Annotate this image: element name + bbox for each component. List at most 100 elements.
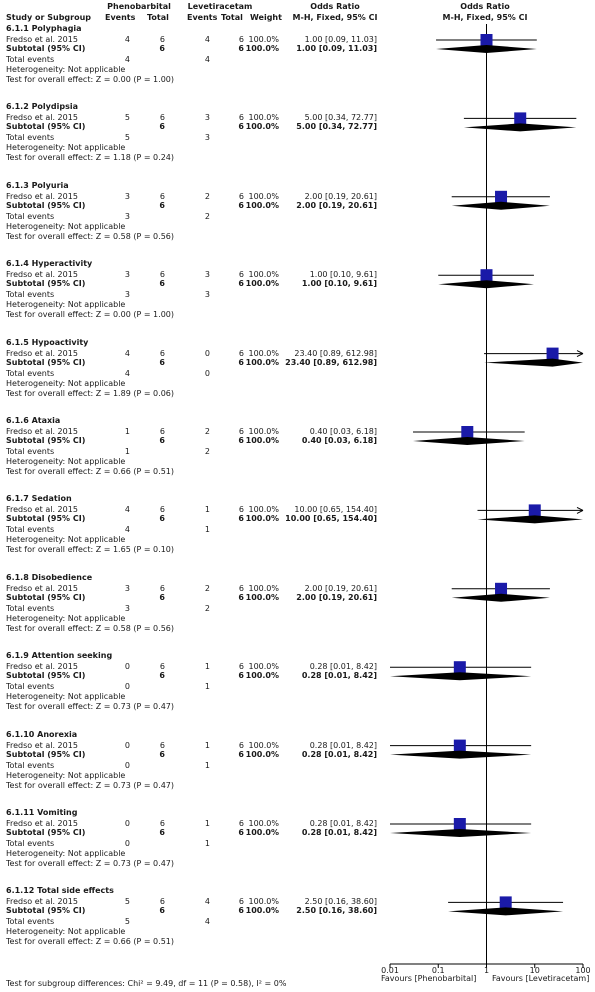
study-e1: 3 bbox=[124, 583, 130, 593]
overall-effect-test: Test for overall effect: Z = 0.00 (P = 1… bbox=[6, 75, 174, 84]
total-events-group1: 0 bbox=[124, 839, 130, 848]
total-events-group2: 1 bbox=[204, 839, 210, 848]
study-t2: 6 bbox=[238, 583, 244, 593]
subtotal-diamond bbox=[436, 45, 537, 53]
subgroup-title: 6.1.4 Hyperactivity bbox=[6, 259, 93, 269]
total-events-group1: 5 bbox=[124, 133, 130, 143]
x-tick-label: 100 bbox=[575, 966, 591, 975]
total2-header: Total bbox=[221, 13, 243, 22]
total-events-group1: 0 bbox=[124, 760, 130, 770]
events1-header: Events bbox=[105, 13, 136, 22]
subtotal-label: Subtotal (95% CI) bbox=[6, 828, 86, 837]
total-events-label: Total events bbox=[6, 839, 55, 848]
ci-arrow-right bbox=[576, 506, 584, 514]
group2-header: Levetiracetam bbox=[187, 2, 253, 11]
total-events-group2: 0 bbox=[204, 368, 210, 378]
subtotal-ci: 10.00 [0.65, 154.40] bbox=[285, 514, 377, 524]
total-events-label: Total events bbox=[6, 368, 55, 378]
overall-effect-test: Test for overall effect: Z = 0.00 (P = 1… bbox=[6, 310, 174, 320]
study-weight: 100.0% bbox=[248, 35, 279, 44]
subtotal-diamond bbox=[477, 515, 583, 524]
heterogeneity-label: Heterogeneity: Not applicable bbox=[6, 849, 126, 858]
study-weight: 100.0% bbox=[248, 583, 279, 593]
study-e2: 2 bbox=[204, 191, 210, 201]
subtotal-total1: 6 bbox=[159, 514, 165, 524]
x-tick-label: 1 bbox=[483, 966, 490, 975]
study-or-subgroup-header: Study or Subgroup bbox=[6, 13, 92, 22]
study-ci-text: 5.00 [0.34, 72.77] bbox=[304, 113, 377, 123]
overall-effect-test: Test for overall effect: Z = 0.58 (P = 0… bbox=[6, 231, 174, 241]
study-ci-text: 0.28 [0.01, 8.42] bbox=[309, 662, 377, 672]
study-ci-text: 1.00 [0.10, 9.61] bbox=[309, 270, 377, 280]
study-e2: 1 bbox=[204, 819, 210, 828]
study-ci-text: 2.50 [0.16, 38.60] bbox=[304, 897, 377, 907]
study-weight: 100.0% bbox=[248, 505, 279, 515]
subtotal-total1: 6 bbox=[159, 749, 165, 759]
subtotal-diamond bbox=[448, 907, 564, 916]
subtotal-total1: 6 bbox=[159, 436, 165, 445]
total-events-group1: 4 bbox=[124, 368, 130, 378]
overall-effect-test: Test for overall effect: Z = 0.73 (P = 0… bbox=[6, 702, 174, 712]
study-e1: 4 bbox=[124, 348, 130, 358]
subtotal-total2: 6 bbox=[238, 592, 244, 602]
subtotal-diamond bbox=[413, 437, 525, 445]
subtotal-weight: 100.0% bbox=[245, 44, 279, 53]
subtotal-total2: 6 bbox=[238, 514, 244, 524]
study-ci-text: 23.40 [0.89, 612.98] bbox=[294, 348, 377, 358]
study-weight: 100.0% bbox=[248, 897, 279, 907]
effect-square bbox=[495, 582, 508, 595]
effect-square bbox=[453, 818, 466, 830]
subtotal-total2: 6 bbox=[238, 828, 244, 837]
study-weight: 100.0% bbox=[248, 740, 279, 750]
study-weight: 100.0% bbox=[248, 113, 279, 123]
subtotal-total2: 6 bbox=[238, 200, 244, 210]
effect-square bbox=[528, 504, 541, 517]
subtotal-total1: 6 bbox=[159, 357, 165, 367]
study-e2: 4 bbox=[204, 897, 210, 907]
study-name: Fredso et al. 2015 bbox=[6, 897, 78, 907]
subgroup-title: 6.1.7 Sedation bbox=[6, 494, 72, 504]
total-events-label: Total events bbox=[6, 760, 55, 770]
total-events-group2: 2 bbox=[204, 603, 210, 613]
study-weight: 100.0% bbox=[248, 427, 279, 436]
total-events-label: Total events bbox=[6, 211, 55, 221]
subtotal-label: Subtotal (95% CI) bbox=[6, 279, 86, 289]
subtotal-total2: 6 bbox=[238, 357, 244, 367]
overall-effect-test: Test for overall effect: Z = 0.58 (P = 0… bbox=[6, 623, 174, 633]
subtotal-ci: 2.00 [0.19, 20.61] bbox=[296, 592, 377, 602]
study-e2: 2 bbox=[204, 427, 210, 436]
study-t1: 6 bbox=[159, 897, 165, 907]
effect-square bbox=[546, 347, 559, 360]
study-e1: 1 bbox=[124, 427, 130, 436]
subtotal-total1: 6 bbox=[159, 671, 165, 681]
subtotal-total2: 6 bbox=[238, 44, 244, 53]
study-e1: 4 bbox=[124, 35, 130, 44]
weight-header: Weight bbox=[250, 13, 282, 22]
study-t1: 6 bbox=[159, 819, 165, 828]
subtotal-total2: 6 bbox=[238, 749, 244, 759]
total-events-label: Total events bbox=[6, 525, 55, 535]
study-t2: 6 bbox=[238, 897, 244, 907]
subtotal-label: Subtotal (95% CI) bbox=[6, 44, 86, 53]
subtotal-diamond bbox=[390, 829, 532, 837]
study-weight: 100.0% bbox=[248, 348, 279, 358]
subtotal-ci: 0.28 [0.01, 8.42] bbox=[301, 828, 377, 837]
subtotal-weight: 100.0% bbox=[245, 279, 279, 289]
study-e2: 0 bbox=[204, 348, 210, 358]
study-weight: 100.0% bbox=[248, 819, 279, 828]
study-t2: 6 bbox=[238, 819, 244, 828]
total-events-group1: 3 bbox=[124, 290, 130, 300]
subtotal-total1: 6 bbox=[159, 122, 165, 132]
total-events-group1: 5 bbox=[124, 917, 130, 927]
total-events-group2: 1 bbox=[204, 682, 210, 692]
subtotal-diamond bbox=[390, 672, 532, 681]
subtotal-total1: 6 bbox=[159, 200, 165, 210]
study-e2: 4 bbox=[204, 35, 210, 44]
subtotal-diamond bbox=[451, 593, 550, 602]
subtotal-total1: 6 bbox=[159, 279, 165, 289]
overall-effect-test: Test for overall effect: Z = 1.89 (P = 0… bbox=[6, 388, 174, 398]
total-events-label: Total events bbox=[6, 55, 55, 64]
study-name: Fredso et al. 2015 bbox=[6, 505, 78, 515]
subtotal-ci: 23.40 [0.89, 612.98] bbox=[285, 357, 377, 367]
heterogeneity-label: Heterogeneity: Not applicable bbox=[6, 770, 126, 780]
